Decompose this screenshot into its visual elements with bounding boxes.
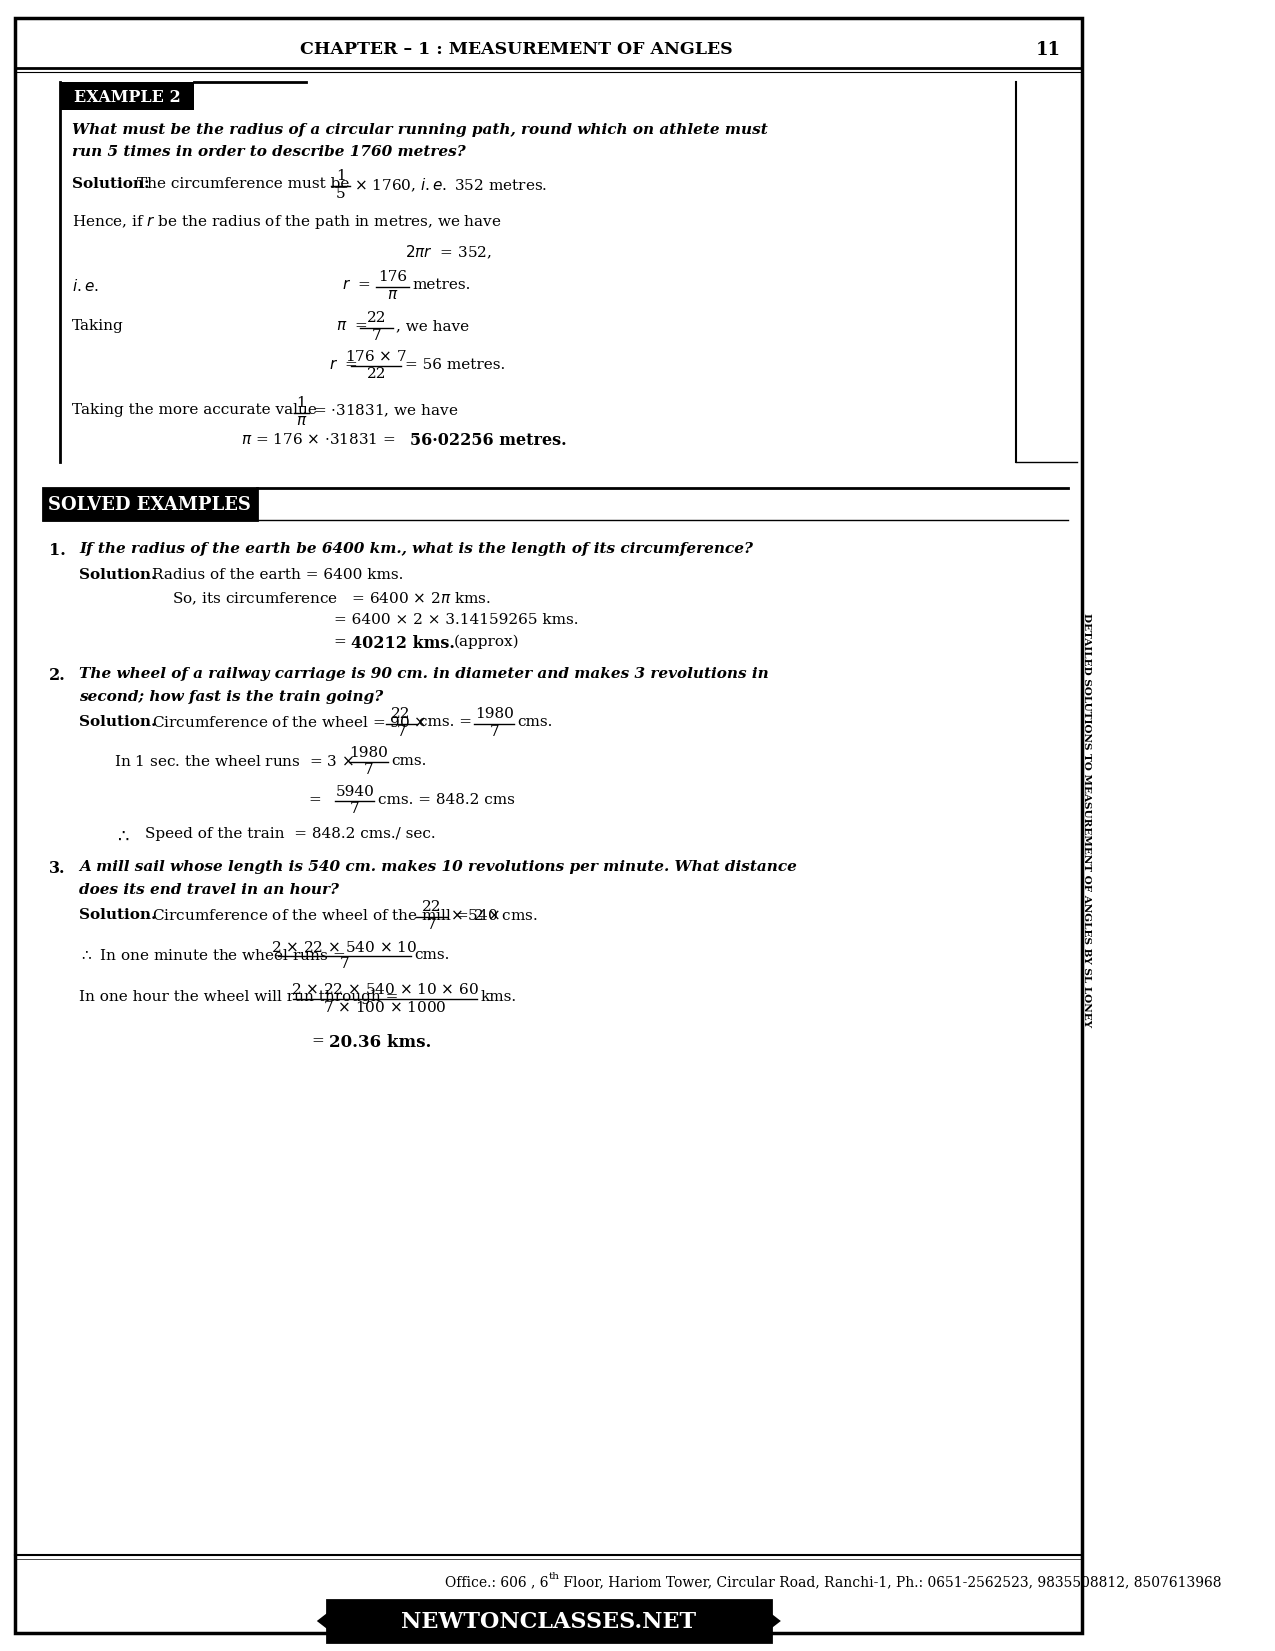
Text: = $\cdot$31831, we have: = $\cdot$31831, we have [312, 403, 458, 419]
Text: =: = [311, 1034, 329, 1048]
Text: NEWTONCLASSES.NET: NEWTONCLASSES.NET [402, 1611, 696, 1633]
Text: Taking: Taking [73, 319, 124, 334]
Text: 7: 7 [363, 763, 374, 778]
Text: 56·02256 metres.: 56·02256 metres. [409, 433, 566, 449]
Text: A mill sail whose length is 540 cm. makes 10 revolutions per minute. What distan: A mill sail whose length is 540 cm. make… [79, 860, 797, 873]
Text: Circumference of the wheel = 90 $\times$: Circumference of the wheel = 90 $\times$ [152, 715, 426, 730]
Text: , we have: , we have [397, 319, 469, 334]
Text: 1980: 1980 [474, 707, 514, 721]
Text: cms.: cms. [518, 715, 553, 730]
Text: =: = [309, 792, 321, 807]
Text: Solution.: Solution. [79, 908, 157, 921]
Text: Taking the more accurate value: Taking the more accurate value [73, 403, 317, 418]
Text: 22: 22 [391, 707, 411, 721]
Text: cms.: cms. [414, 948, 450, 963]
Text: Floor, Hariom Tower, Circular Road, Ranchi-1, Ph.: 0651-2562523, 9835508812, 850: Floor, Hariom Tower, Circular Road, Ranc… [558, 1575, 1221, 1588]
Text: does its end travel in an hour?: does its end travel in an hour? [79, 883, 339, 896]
Text: run 5 times in order to describe 1760 metres?: run 5 times in order to describe 1760 me… [73, 145, 465, 158]
Text: 40212 kms.: 40212 kms. [351, 636, 455, 652]
Text: What must be the radius of a circular running path, round which on athlete must: What must be the radius of a circular ru… [73, 124, 768, 137]
Text: =: = [334, 636, 352, 649]
Bar [328, 1600, 770, 1643]
Bar [60, 83, 194, 111]
Text: 7: 7 [490, 725, 499, 740]
Text: The wheel of a railway carriage is 90 cm. in diameter and makes 3 revolutions in: The wheel of a railway carriage is 90 cm… [79, 667, 769, 680]
Polygon shape [316, 1613, 328, 1630]
Text: 1980: 1980 [349, 746, 388, 759]
Text: So, its circumference   = 6400 $\times$ 2$\pi$ kms.: So, its circumference = 6400 $\times$ 2$… [172, 591, 491, 608]
Text: $\times$ 1760, $i.e.$ 352 metres.: $\times$ 1760, $i.e.$ 352 metres. [354, 177, 547, 195]
Text: $2\pi r$  = 352,: $2\pi r$ = 352, [404, 244, 492, 261]
Text: cms. =: cms. = [419, 715, 472, 730]
Text: In one hour the wheel will run through =: In one hour the wheel will run through = [79, 991, 399, 1004]
Text: $\therefore$: $\therefore$ [113, 827, 130, 845]
Text: If the radius of the earth be 6400 km., what is the length of its circumference?: If the radius of the earth be 6400 km., … [79, 542, 754, 556]
Text: $r$  =: $r$ = [342, 277, 371, 292]
Polygon shape [770, 1613, 780, 1630]
Text: (approx): (approx) [454, 636, 519, 649]
Text: 20.36 kms.: 20.36 kms. [329, 1034, 431, 1052]
Text: $\pi$: $\pi$ [386, 287, 398, 302]
Text: 5940: 5940 [335, 784, 374, 799]
Text: 176 $\times$ 7: 176 $\times$ 7 [346, 348, 407, 363]
Text: DETAILED SOLUTIONS TO MEASUREMENT OF ANGLES BY SL LONEY: DETAILED SOLUTIONS TO MEASUREMENT OF ANG… [1082, 613, 1091, 1027]
Text: $\pi$  =: $\pi$ = [335, 319, 367, 334]
Text: 1: 1 [297, 396, 306, 409]
Text: In 1 sec. the wheel runs  = 3 $\times$: In 1 sec. the wheel runs = 3 $\times$ [113, 755, 353, 769]
Text: 7: 7 [349, 802, 360, 816]
Text: 3.: 3. [48, 860, 65, 877]
Text: 5: 5 [337, 187, 346, 201]
Text: Solution:: Solution: [73, 177, 150, 192]
Bar [43, 489, 256, 520]
Text: 7: 7 [397, 725, 405, 740]
Text: Circumference of the wheel of the mill = 2 $\times$: Circumference of the wheel of the mill =… [152, 908, 500, 923]
Text: 1.: 1. [48, 542, 66, 560]
Text: EXAMPLE 2: EXAMPLE 2 [74, 89, 180, 106]
Text: 2 $\times$ 22 $\times$ 540 $\times$ 10: 2 $\times$ 22 $\times$ 540 $\times$ 10 [272, 939, 417, 954]
Text: second; how fast is the train going?: second; how fast is the train going? [79, 690, 384, 703]
Text: SOLVED EXAMPLES: SOLVED EXAMPLES [48, 495, 251, 513]
Text: 2.: 2. [48, 667, 66, 684]
Text: cms. = 848.2 cms: cms. = 848.2 cms [377, 792, 515, 807]
Text: 22: 22 [366, 367, 386, 381]
Text: 7: 7 [339, 958, 349, 971]
Text: 1: 1 [337, 168, 346, 183]
Text: $\therefore$ In one minute the wheel runs =: $\therefore$ In one minute the wheel run… [79, 948, 346, 963]
Text: $i.e.$: $i.e.$ [73, 277, 99, 294]
Text: Solution.: Solution. [79, 568, 157, 583]
Text: CHAPTER – 1 : MEASUREMENT OF ANGLES: CHAPTER – 1 : MEASUREMENT OF ANGLES [300, 41, 733, 58]
Text: = 56 metres.: = 56 metres. [404, 358, 505, 371]
Text: 22: 22 [366, 310, 386, 325]
Text: 11: 11 [1037, 41, 1061, 59]
Text: 176: 176 [377, 271, 407, 284]
Text: 7 $\times$ 100 $\times$ 1000: 7 $\times$ 100 $\times$ 1000 [323, 1001, 446, 1015]
Text: $\times$ 540 cms.: $\times$ 540 cms. [450, 908, 538, 923]
Text: 7: 7 [371, 329, 381, 343]
Text: 2 $\times$ 22 $\times$ 540 $\times$ 10 $\times$ 60: 2 $\times$ 22 $\times$ 540 $\times$ 10 $… [291, 982, 479, 997]
Text: The circumference must be: The circumference must be [136, 177, 349, 192]
Text: Office.: 606 , 6: Office.: 606 , 6 [445, 1575, 548, 1588]
Text: metres.: metres. [412, 277, 470, 292]
Text: Hence, if $r$ be the radius of the path in metres, we have: Hence, if $r$ be the radius of the path … [73, 213, 502, 231]
Text: = 6400 × 2 × 3.14159265 kms.: = 6400 × 2 × 3.14159265 kms. [334, 613, 579, 627]
Text: cms.: cms. [391, 755, 427, 768]
Text: kms.: kms. [481, 991, 516, 1004]
Text: 7: 7 [427, 918, 436, 933]
Text: $\pi$: $\pi$ [296, 414, 307, 428]
Text: Speed of the train  = 848.2 cms./ sec.: Speed of the train = 848.2 cms./ sec. [144, 827, 435, 840]
Text: $\pi$ = 176 $\times$ $\cdot$31831 =: $\pi$ = 176 $\times$ $\cdot$31831 = [241, 433, 398, 447]
Text: th: th [548, 1572, 560, 1582]
Text: 22: 22 [422, 900, 441, 915]
Text: Solution.: Solution. [79, 715, 157, 730]
Text: Radius of the earth = 6400 kms.: Radius of the earth = 6400 kms. [152, 568, 403, 583]
Text: $r$  =: $r$ = [329, 358, 358, 371]
